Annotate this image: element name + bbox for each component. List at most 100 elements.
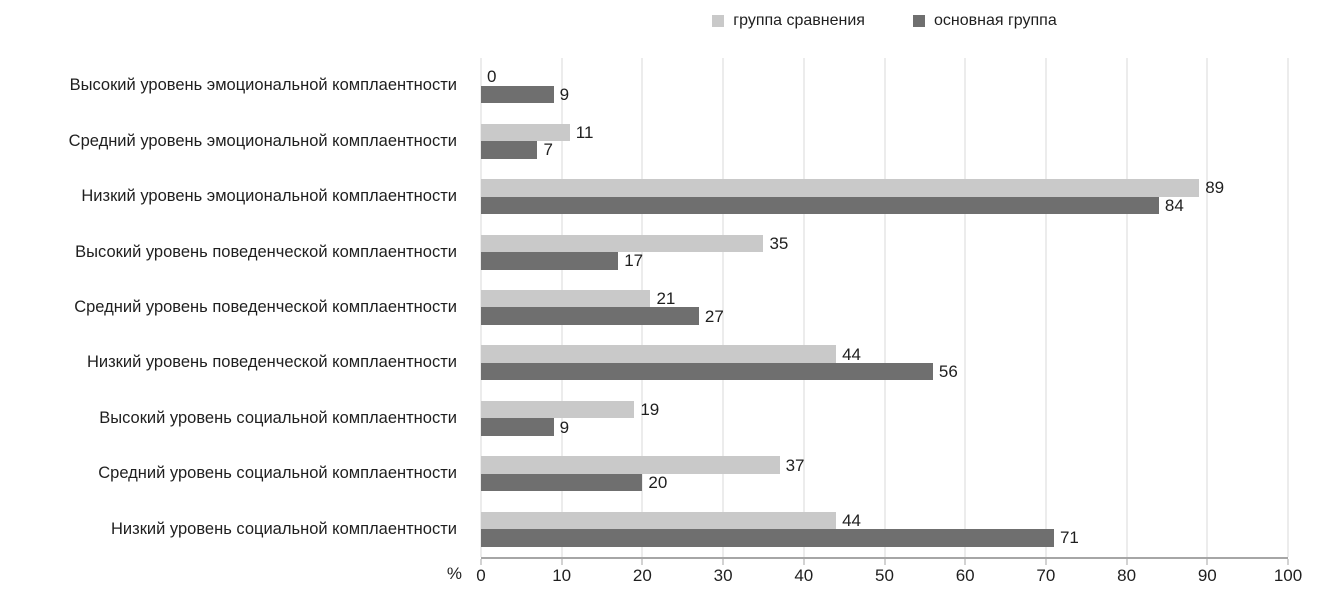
legend-label: основная группа	[933, 12, 1057, 29]
bar-value-label: 17	[624, 251, 644, 271]
bar	[481, 345, 837, 363]
category-label: Высокий уровень социальной комплаентност…	[99, 408, 457, 427]
bar-row: 19	[481, 400, 1288, 419]
bar	[481, 400, 635, 419]
bar	[481, 141, 538, 159]
bar-group: 19 9	[481, 391, 1288, 446]
bar-row: 7	[481, 141, 1288, 159]
x-axis-tick-label: 30	[713, 566, 733, 585]
gridline	[1287, 58, 1289, 557]
bar-value-label: 84	[1164, 195, 1184, 215]
bar-row: 0	[481, 68, 1288, 86]
bar-group: 11 7	[481, 113, 1288, 168]
x-axis-tick-label: 90	[1197, 566, 1217, 585]
x-axis-tick-label: 10	[552, 566, 572, 585]
bar-value-label: 9	[559, 84, 570, 104]
bar-value-label: 44	[842, 510, 861, 530]
x-axis-tick	[1126, 559, 1128, 565]
x-axis-tick	[480, 559, 482, 565]
x-axis-tick	[561, 559, 563, 565]
bar	[481, 179, 1200, 197]
category-label: Низкий уровень эмоциональной комплаентно…	[81, 187, 457, 206]
category-label: Высокий уровень эмоциональной комплаентн…	[69, 76, 457, 95]
bar-value-label: 27	[704, 306, 724, 326]
gridline	[803, 58, 805, 557]
bar-value-label: 71	[1059, 528, 1079, 548]
category-label: Низкий уровень социальной комплаентности	[111, 519, 457, 538]
bar-row: 21	[481, 289, 1288, 309]
x-axis-tick	[884, 559, 885, 565]
bar	[481, 529, 1054, 547]
x-axis-tick	[1206, 559, 1208, 565]
bar-row: 17	[481, 252, 1288, 270]
bar-row: 56	[481, 362, 1288, 382]
bar	[481, 234, 764, 253]
bar-value-label: 89	[1205, 178, 1225, 198]
bar-group: 21 27	[481, 280, 1288, 335]
category-label: Средний уровень поведенческой комплаентн…	[74, 297, 457, 316]
legend-item: основная группа	[912, 12, 1057, 30]
bar-row: 11	[481, 122, 1288, 142]
bar	[481, 123, 570, 142]
category-label: Высокий уровень поведенческой комплаентн…	[75, 242, 457, 261]
bar	[481, 307, 699, 325]
x-axis-tick-label: 100	[1273, 566, 1303, 585]
x-axis-tick	[641, 559, 643, 565]
x-axis-tick	[964, 559, 966, 565]
category-label: Средний уровень эмоциональной комплаентн…	[68, 131, 457, 150]
bar-value-label: 0	[487, 67, 497, 87]
bar-group: 37 20	[481, 446, 1288, 501]
bar-value-label: 35	[769, 233, 789, 253]
bar	[481, 511, 837, 530]
bar	[481, 289, 651, 308]
bar-row: 71	[481, 529, 1288, 547]
category-label: Средний уровень социальной комплаентност…	[98, 464, 457, 483]
category-labels: Высокий уровень эмоциональной комплаентн…	[0, 58, 469, 557]
gridline	[722, 58, 724, 557]
gridline	[1206, 58, 1208, 557]
bar-group: 44 71	[481, 502, 1288, 557]
x-axis-tick	[722, 559, 724, 565]
bar	[481, 456, 780, 474]
bar-row: 37	[481, 456, 1288, 474]
bar	[481, 473, 643, 492]
legend-item: группа сравнения	[712, 12, 865, 30]
x-axis-unit-label: %	[446, 564, 462, 583]
legend-label: группа сравнения	[733, 12, 865, 29]
x-axis-tick-label: 0	[476, 566, 486, 585]
bar	[481, 196, 1159, 215]
bar	[481, 252, 619, 270]
bar-row: 35	[481, 233, 1288, 253]
legend: группа сравнения основная группа	[481, 8, 1288, 34]
bar-row: 9	[481, 418, 1288, 436]
bar-group: 89 84	[481, 169, 1288, 224]
bar-row: 44	[481, 510, 1288, 530]
bar-value-label: 44	[842, 344, 861, 364]
bar-value-label: 11	[575, 122, 594, 142]
gridline	[1045, 58, 1047, 557]
plot-area: 0 9 11 7 89 84 35 17 21 27 44 56 19 9 37 20 44 71	[480, 58, 1289, 557]
bar-row: 9	[481, 84, 1288, 104]
bar-value-label: 21	[656, 289, 676, 309]
bar	[481, 85, 554, 104]
gridline	[964, 58, 966, 557]
x-axis-tick-label: 20	[632, 566, 652, 585]
bar-row: 27	[481, 307, 1288, 325]
gridline	[1126, 58, 1128, 557]
gridline	[884, 58, 885, 557]
bar-row: 89	[481, 179, 1288, 197]
bar-value-label: 56	[938, 362, 958, 382]
x-axis-tick	[803, 559, 805, 565]
x-axis-tick-label: 80	[1117, 566, 1137, 585]
bar-value-label: 7	[543, 140, 553, 160]
bar-row: 84	[481, 195, 1288, 215]
category-label: Низкий уровень поведенческой комплаентно…	[86, 353, 457, 372]
x-axis-tick-label: 60	[955, 566, 975, 585]
bar-value-label: 20	[648, 473, 668, 493]
x-axis-tick	[1287, 559, 1289, 565]
legend-swatch-icon	[912, 15, 925, 27]
bar	[481, 418, 554, 436]
legend-swatch-icon	[712, 15, 725, 27]
